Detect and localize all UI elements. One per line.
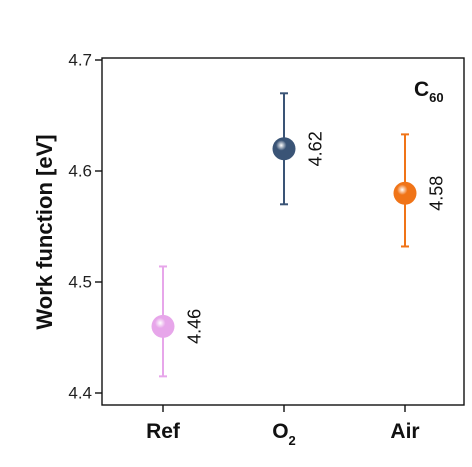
y-axis: 4.4 4.5 4.6 4.7 (68, 50, 102, 402)
annotation-main: C (414, 78, 429, 101)
data-point (151, 314, 175, 338)
c60-annotation: C60 (414, 78, 444, 105)
y-tick-label: 4.5 (68, 272, 92, 291)
plot-frame (101, 57, 465, 406)
annotation-sub: 60 (429, 90, 443, 105)
x-axis: Ref O2 Air (146, 405, 420, 448)
data-point-group: 4.58 (393, 133, 447, 248)
x-tick-label: Air (390, 420, 419, 443)
data-label: 4.62 (306, 131, 326, 166)
x-tick-label: O2 (272, 420, 296, 448)
data-point-group: 4.46 (151, 265, 205, 378)
axes (101, 57, 465, 406)
y-tick-label: 4.4 (68, 383, 92, 402)
svg-text:C60: C60 (414, 78, 444, 105)
data-point-group: 4.62 (272, 92, 326, 206)
x-tick-label: Ref (146, 420, 181, 443)
y-axis-label: Work function [eV] (32, 134, 57, 329)
data-point (393, 181, 417, 205)
data-series: 4.46 4.62 4.58 (151, 92, 447, 378)
data-label: 4.46 (185, 309, 205, 344)
data-point (272, 137, 296, 161)
y-tick-label: 4.7 (68, 50, 92, 69)
data-label: 4.58 (427, 176, 447, 211)
y-tick-label: 4.6 (68, 161, 92, 180)
